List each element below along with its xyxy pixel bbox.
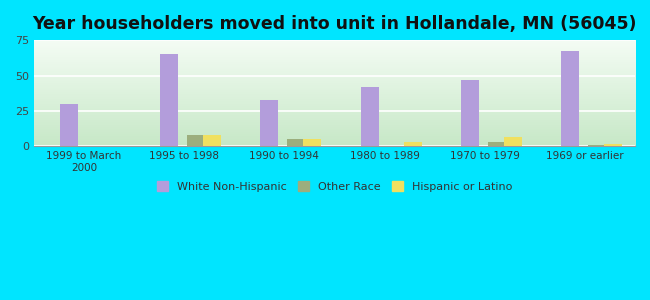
Bar (561, 52, 579, 146)
Title: Year householders moved into unit in Hollandale, MN (56045): Year householders moved into unit in Hol… (32, 15, 637, 33)
Bar (261, 100, 278, 146)
Bar (304, 139, 322, 146)
Bar (60, 104, 78, 146)
Bar (461, 80, 479, 146)
Bar (187, 135, 205, 146)
Bar (588, 145, 606, 146)
Bar (160, 54, 178, 146)
Bar (404, 142, 422, 146)
Bar (504, 136, 522, 146)
Bar (488, 142, 506, 146)
Bar (287, 139, 306, 146)
Bar (604, 144, 622, 146)
Legend: White Non-Hispanic, Other Race, Hispanic or Latino: White Non-Hispanic, Other Race, Hispanic… (153, 177, 516, 196)
Bar (203, 135, 221, 146)
Bar (361, 87, 378, 146)
